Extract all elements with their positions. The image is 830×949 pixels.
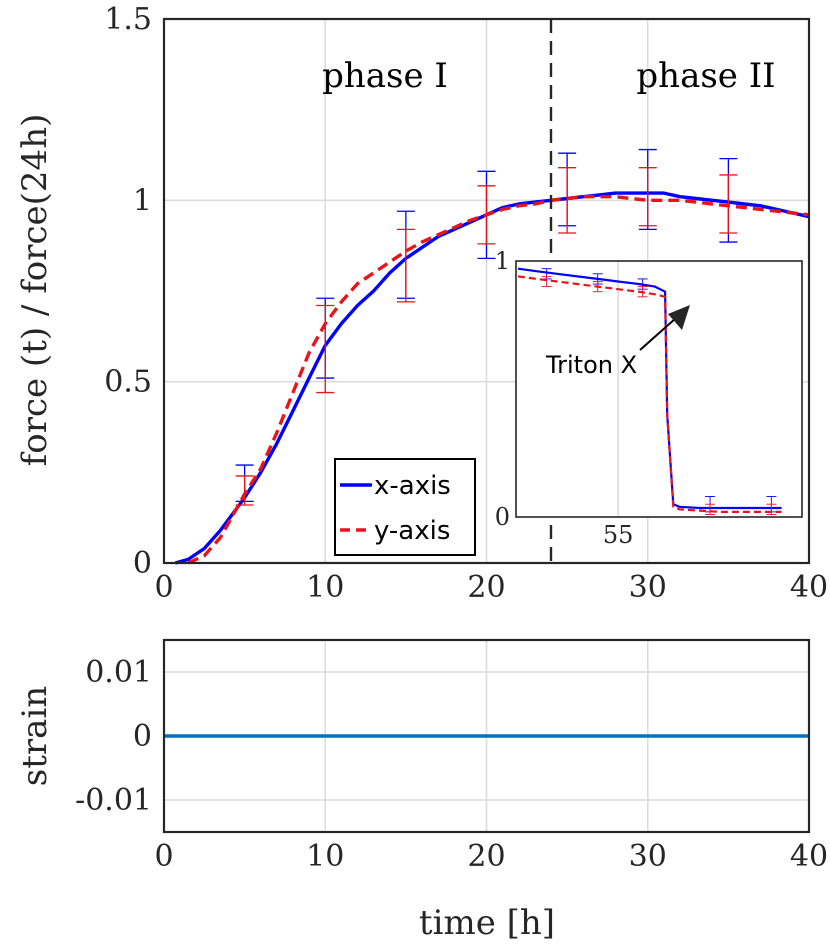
force-series-y-axis-line <box>187 194 810 565</box>
inset-series-0-line <box>517 267 782 510</box>
strain-y-tick-0-01: 0.01 <box>85 655 152 690</box>
force-y-tick-0-5: 0.5 <box>104 365 152 400</box>
legend: x-axis y-axis <box>334 458 476 556</box>
inset-x-tick-55: 55 <box>603 521 634 549</box>
force-y-tick-1-5: 1.5 <box>104 2 152 37</box>
strain-x-tick-0: 0 <box>154 839 173 874</box>
inset-ticks: 55 0 1 <box>495 247 634 549</box>
force-x-tick-30: 30 <box>629 570 667 605</box>
force-series-y-axis-errorbar-5 <box>638 167 657 227</box>
legend-label-y-axis: y-axis <box>374 516 450 546</box>
inset-series-1-line <box>517 275 782 513</box>
strain-y-tick-0: 0 <box>133 719 152 754</box>
inset-chart: 55 0 1 Triton X <box>495 247 803 549</box>
legend-label-x-axis: x-axis <box>374 471 451 501</box>
force-series <box>174 148 810 565</box>
inset-series-1-errorbar-0 <box>541 275 552 288</box>
inset-y-tick-1: 1 <box>495 247 510 275</box>
strain-x-tick-10: 10 <box>306 839 344 874</box>
inset-series <box>517 267 782 515</box>
force-series-y-axis-errorbar-1 <box>316 304 335 394</box>
phase-1-label: phase I <box>322 56 448 96</box>
force-y-tick-0: 0 <box>133 546 152 581</box>
legend-box <box>334 458 476 556</box>
triton-x-arrow-head <box>668 305 690 330</box>
phase-2-label: phase II <box>636 56 775 96</box>
force-series-y-axis-errorbar-2 <box>396 228 415 303</box>
triton-x-label: Triton X <box>545 351 637 379</box>
force-x-tick-20: 20 <box>467 570 505 605</box>
strain-frame <box>162 638 811 834</box>
strain-y-tick-0-01: -0.01 <box>75 783 152 818</box>
force-x-tick-40: 40 <box>790 570 828 605</box>
strain-x-tick-20: 20 <box>467 839 505 874</box>
force-y-tick-1: 1 <box>133 183 152 218</box>
time-x-axis-label: time [h] <box>419 903 555 943</box>
strain-x-tick-40: 40 <box>790 839 828 874</box>
inset-y-tick-0: 0 <box>495 503 510 531</box>
force-series-y-axis-errorbar-6 <box>719 174 738 234</box>
force-y-axis-label: force (t) / force(24h) <box>15 114 55 467</box>
strain-y-axis-label: strain <box>15 686 55 786</box>
force-frame <box>162 17 811 565</box>
inset-series-1-errorbar-3 <box>705 503 716 515</box>
force-series-y-axis-errorbar-0 <box>235 475 254 506</box>
inset-frame <box>515 260 803 518</box>
triton-x-arrow-shaft <box>639 317 677 351</box>
force-x-tick-10: 10 <box>306 570 344 605</box>
inset-plot-area <box>516 261 802 517</box>
strain-x-tick-30: 30 <box>629 839 667 874</box>
force-x-tick-0: 0 <box>154 570 173 605</box>
force-series-y-axis-errorbar-4 <box>558 167 577 234</box>
